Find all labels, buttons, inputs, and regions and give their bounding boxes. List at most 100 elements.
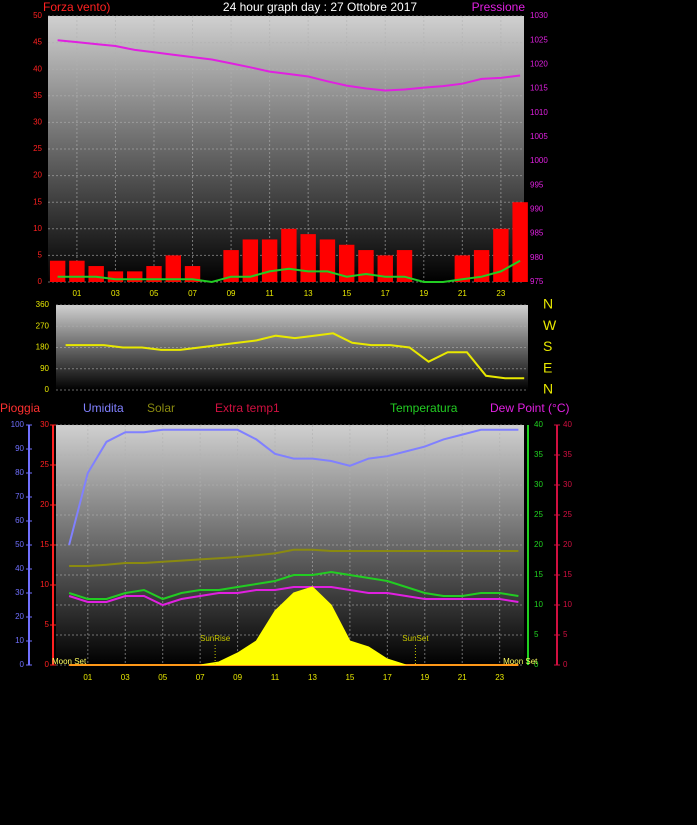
y-tick-label: 5: [45, 620, 50, 629]
y-tick-label: 985: [530, 229, 544, 238]
y-tick-label: 30: [40, 420, 49, 429]
y-tick-label: 990: [530, 205, 544, 214]
x-tick-label: 15: [342, 289, 351, 298]
y-tick-label: 15: [33, 197, 42, 206]
y-tick-label: N: [543, 296, 553, 312]
x-tick-label: 05: [150, 289, 159, 298]
y-tick-label: 360: [36, 300, 50, 309]
y-tick-label: 40: [563, 420, 572, 429]
y-tick-label: 25: [563, 510, 572, 519]
y-tick-label: 0: [563, 660, 568, 669]
x-tick-label: 21: [458, 673, 467, 682]
line: [68, 428, 519, 546]
x-tick-label: 11: [271, 673, 280, 682]
bar: [300, 234, 316, 282]
line: [68, 570, 519, 601]
y-tick-label: 1020: [530, 59, 548, 68]
y-tick-label: 20: [33, 171, 42, 180]
y-tick-label: 1030: [530, 11, 548, 20]
annotation: SunSet: [402, 634, 429, 643]
legend-label: Umidita: [83, 401, 124, 415]
x-tick-label: 01: [72, 289, 81, 298]
line: [65, 332, 525, 380]
y-tick-label: 25: [33, 144, 42, 153]
annotation: Moon Set: [52, 657, 87, 666]
x-tick-label: 23: [496, 289, 505, 298]
y-tick-label: 15: [563, 570, 572, 579]
bar: [377, 255, 393, 282]
y-tick-label: 1015: [530, 84, 548, 93]
y-axis-title: Forza vento): [43, 0, 110, 14]
y-tick-label: 1000: [530, 156, 548, 165]
y-tick-label: 5: [534, 630, 539, 639]
y-tick-label: 25: [534, 510, 543, 519]
x-tick-label: 01: [83, 673, 92, 682]
y-tick-label: 975: [530, 277, 544, 286]
x-tick-label: 13: [308, 673, 317, 682]
y-tick-label: 5: [38, 251, 43, 260]
y-tick-label: 35: [534, 450, 543, 459]
legend-label: Pioggia: [0, 401, 40, 415]
y-tick-label: 10: [534, 600, 543, 609]
x-tick-label: 19: [420, 673, 429, 682]
bar: [165, 255, 181, 282]
annotation: Moon Set: [503, 657, 538, 666]
y-tick-label: 180: [36, 343, 50, 352]
x-tick-label: 09: [233, 673, 242, 682]
x-tick-label: 17: [381, 289, 390, 298]
y-tick-label: 5: [563, 630, 568, 639]
bar: [107, 271, 124, 282]
y-tick-label: 35: [33, 91, 42, 100]
y-tick-label: 10: [40, 580, 49, 589]
y-tick-label: 25: [40, 460, 49, 469]
y-tick-label: 1025: [530, 35, 548, 44]
bar: [146, 266, 162, 282]
y-tick-label: 20: [534, 540, 543, 549]
y-tick-label: 995: [530, 180, 544, 189]
y-tick-label: 20: [563, 540, 572, 549]
x-tick-label: 03: [111, 289, 120, 298]
bar: [396, 250, 413, 282]
chart-title: 24 hour graph day : 27 Ottobre 2017: [223, 0, 417, 14]
bar: [358, 250, 374, 282]
y-tick-label: 30: [15, 588, 24, 597]
y-tick-label: 1010: [530, 108, 548, 117]
y-tick-label: 40: [15, 564, 24, 573]
x-tick-label: 23: [495, 673, 504, 682]
y-tick-label: 20: [40, 500, 49, 509]
bar: [223, 250, 239, 282]
y-tick-label: 100: [11, 420, 25, 429]
y-tick-label: 10: [15, 636, 24, 645]
y-tick-label: 1005: [530, 132, 548, 141]
y-tick-label: 90: [15, 444, 24, 453]
bar: [281, 228, 297, 282]
line: [57, 259, 521, 284]
y2-axis-title: Pressione: [472, 0, 526, 14]
y-tick-label: W: [543, 317, 557, 333]
legend-label: Solar: [147, 401, 175, 415]
bar: [319, 239, 336, 282]
x-tick-label: 07: [196, 673, 205, 682]
x-tick-label: 09: [227, 289, 236, 298]
x-tick-label: 03: [121, 673, 130, 682]
y-tick-label: 10: [33, 224, 42, 233]
legend-label: Dew Point (°C): [490, 401, 569, 415]
bar: [512, 202, 528, 282]
bar: [493, 228, 509, 282]
y-tick-label: 30: [534, 480, 543, 489]
y-tick-label: 30: [33, 118, 42, 127]
legend-label: Temperatura: [390, 401, 458, 415]
y-tick-label: 0: [45, 385, 50, 394]
y-tick-label: 40: [534, 420, 543, 429]
bar: [49, 260, 66, 282]
y-tick-label: 45: [33, 38, 42, 47]
x-tick-label: 11: [265, 289, 274, 298]
bar: [184, 266, 201, 282]
bar: [242, 239, 259, 282]
annotation: SunRise: [200, 634, 231, 643]
bar: [88, 266, 104, 282]
y-tick-label: 40: [33, 64, 42, 73]
x-tick-label: 13: [304, 289, 313, 298]
